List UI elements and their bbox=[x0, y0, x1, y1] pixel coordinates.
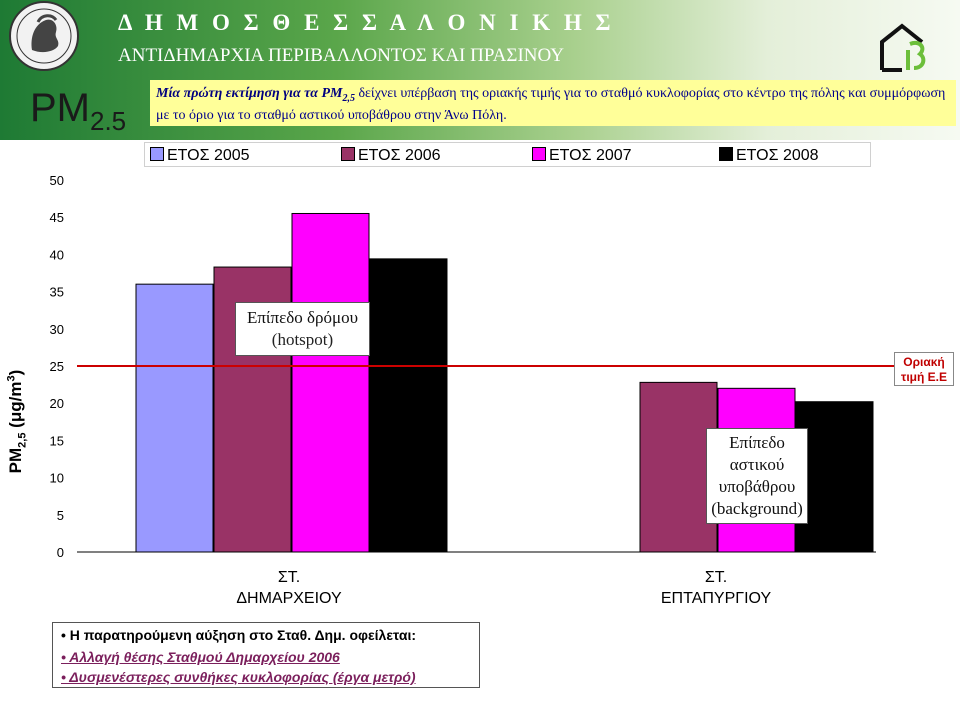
note-text: δείχνει υπέρβαση της οριακής τιμής για τ… bbox=[156, 86, 946, 123]
annotation-hotspot: Επίπεδο δρόμου (hotspot) bbox=[235, 302, 370, 356]
legend-item-2006: ΕΤΟΣ 2006 bbox=[341, 147, 441, 165]
legend-label-2005: ΕΤΟΣ 2005 bbox=[167, 147, 250, 164]
category-label-1: ΣΤ. ΕΠΤΑΠΥΡΓΙΟΥ bbox=[626, 567, 806, 609]
bar-ΕΤΟΣ-2005-cat-0 bbox=[135, 283, 214, 553]
y-axis-label-unit: (μg/m bbox=[6, 381, 26, 433]
bar-ΕΤΟΣ-2006-cat-1 bbox=[639, 381, 718, 553]
pm-label-main: PM bbox=[30, 86, 90, 130]
y-tick-label-0: 0 bbox=[57, 545, 64, 560]
y-tick-label-30: 30 bbox=[50, 322, 64, 337]
header-subtitle: ΑΝΤΙΔΗΜΑΡΧΙΑ ΠΕΡΙΒΑΛΛΟΝΤΟΣ ΚΑΙ ΠΡΑΣΙΝΟΥ bbox=[118, 45, 564, 66]
y-tick-label-35: 35 bbox=[50, 285, 64, 300]
y-tick-label-25: 25 bbox=[50, 359, 64, 374]
pm-label: PM2.5 bbox=[30, 86, 126, 137]
legend-label-2007: ΕΤΟΣ 2007 bbox=[549, 147, 632, 164]
y-tick-label-15: 15 bbox=[50, 433, 64, 448]
note-box: Μία πρώτη εκτίμηση για τα PM2,5 δείχνει … bbox=[150, 80, 956, 126]
y-axis-label: PM2,5 (μg/m3) bbox=[5, 347, 28, 497]
annotation-hotspot-line2: (hotspot) bbox=[271, 330, 334, 349]
header-title: Δ Η Μ Ο Σ Θ Ε Σ Σ Α Λ Ο Ν Ι Κ Η Σ bbox=[118, 10, 615, 35]
annotation-background-line4: (background) bbox=[711, 499, 803, 518]
y-axis-label-main: PM bbox=[6, 447, 26, 474]
y-tick-label-10: 10 bbox=[50, 471, 64, 486]
bar-ΕΤΟΣ-2007-cat-0 bbox=[291, 212, 370, 553]
legend-label-2008: ΕΤΟΣ 2008 bbox=[736, 147, 819, 164]
legend-item-2005: ΕΤΟΣ 2005 bbox=[150, 147, 250, 165]
category-label-1-line: ΕΠΤΑΠΥΡΓΙΟΥ bbox=[660, 590, 772, 607]
chart-legend: ΕΤΟΣ 2005 ΕΤΟΣ 2006 ΕΤΟΣ 2007 ΕΤΟΣ 2008 bbox=[144, 142, 871, 167]
legend-swatch-2006 bbox=[341, 147, 355, 161]
y-axis-label-sup: 3 bbox=[5, 375, 18, 382]
department-logo bbox=[880, 23, 926, 72]
category-label-0-line: ΣΤ. bbox=[277, 569, 301, 586]
pm-label-sub: 2.5 bbox=[90, 106, 127, 136]
legend-item-2007: ΕΤΟΣ 2007 bbox=[532, 147, 632, 165]
note-emphasis: Μία πρώτη εκτίμηση για τα PM2,5 bbox=[156, 86, 355, 104]
y-axis-label-sub: 2,5 bbox=[16, 432, 29, 448]
annotation-background-line2: αστικού bbox=[729, 455, 785, 474]
note-reason-traffic: • Δυσμενέστερες συνθήκες κυκλοφορίας (έρ… bbox=[61, 669, 416, 685]
y-tick-label-50: 50 bbox=[50, 173, 64, 188]
city-emblem-logo bbox=[9, 1, 79, 71]
limit-value-label-line2: τιμή Ε.Ε bbox=[900, 370, 948, 384]
y-tick-label-40: 40 bbox=[50, 247, 64, 262]
annotation-hotspot-line1: Επίπεδο δρόμου bbox=[246, 308, 359, 327]
note-observation: • Η παρατηρούμενη αύξηση στο Σταθ. Δημ. … bbox=[61, 627, 416, 643]
category-label-1-line: ΣΤ. bbox=[704, 569, 728, 586]
legend-item-2008: ΕΤΟΣ 2008 bbox=[719, 147, 819, 165]
y-tick-label-5: 5 bbox=[57, 508, 64, 523]
category-label-0-line: ΔΗΜΑΡΧΕΙΟΥ bbox=[236, 590, 342, 607]
legend-swatch-2008 bbox=[719, 147, 733, 161]
annotation-background-line1: Επίπεδο bbox=[729, 433, 785, 452]
limit-value-label: Οριακή τιμή Ε.Ε bbox=[894, 352, 954, 386]
annotation-background: Επίπεδο αστικού υποβάθρου (background) bbox=[706, 428, 808, 524]
category-label-0: ΣΤ. ΔΗΜΑΡΧΕΙΟΥ bbox=[199, 567, 379, 609]
legend-swatch-2007 bbox=[532, 147, 546, 161]
limit-value-label-line1: Οριακή bbox=[903, 355, 945, 369]
notes-box: • Η παρατηρούμενη αύξηση στο Σταθ. Δημ. … bbox=[52, 622, 480, 688]
bar-ΕΤΟΣ-2008-cat-1 bbox=[795, 401, 874, 553]
note-reason-relocation: • Αλλαγή θέσης Σταθμού Δημαρχείου 2006 bbox=[61, 649, 340, 665]
note-emphasis-sub: 2,5 bbox=[342, 92, 355, 104]
annotation-background-line3: υποβάθρου bbox=[718, 477, 796, 496]
bar-ΕΤΟΣ-2008-cat-0 bbox=[369, 258, 448, 553]
legend-swatch-2005 bbox=[150, 147, 164, 161]
legend-label-2006: ΕΤΟΣ 2006 bbox=[358, 147, 441, 164]
note-emphasis-text: Μία πρώτη εκτίμηση για τα PM bbox=[156, 86, 343, 101]
y-tick-label-45: 45 bbox=[50, 210, 64, 225]
y-axis-label-close: ) bbox=[6, 369, 26, 376]
y-tick-label-20: 20 bbox=[50, 396, 64, 411]
